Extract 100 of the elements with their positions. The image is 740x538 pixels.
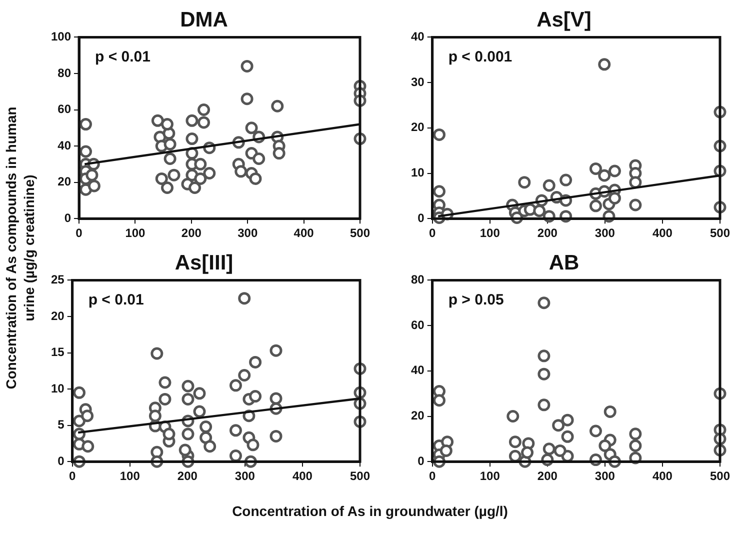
point (86, 168, 98, 182)
y-tick-label: 40 (410, 363, 425, 378)
point (178, 444, 192, 456)
x-tick-label: 200 (181, 226, 202, 240)
point (249, 356, 262, 368)
y-tick-label: 20 (50, 308, 65, 323)
x-tick-label: 400 (652, 226, 673, 240)
point (598, 58, 611, 71)
point (538, 296, 550, 310)
x-tick-label: 0 (76, 226, 83, 240)
point (188, 182, 202, 194)
point (270, 344, 282, 357)
point (629, 198, 642, 212)
chart-title: As[V] (536, 8, 592, 32)
x-tick-label: 100 (120, 469, 140, 484)
point (150, 347, 164, 360)
point (589, 424, 602, 438)
point (533, 204, 546, 218)
point (81, 410, 94, 422)
y-tick-label: 80 (410, 272, 425, 287)
point (542, 179, 556, 192)
point (229, 424, 242, 437)
point (554, 444, 566, 457)
point (161, 118, 174, 131)
point (161, 182, 174, 194)
x-tick-label: 0 (429, 469, 436, 484)
y-tick-label: 20 (410, 408, 425, 423)
point (538, 350, 550, 362)
point (240, 92, 254, 106)
y-tick-label: 15 (50, 345, 65, 360)
y-tick-label: 0 (418, 210, 425, 225)
point (82, 440, 94, 453)
x-tick-label: 500 (710, 226, 730, 240)
x-tick-label: 500 (350, 469, 370, 484)
y-tick-label: 30 (410, 74, 425, 89)
x-tick-label: 100 (480, 469, 500, 484)
point (433, 185, 446, 198)
point (245, 122, 258, 134)
y-tick-label: 20 (58, 174, 72, 189)
point (182, 428, 194, 440)
y-tick-label: 80 (58, 66, 72, 80)
point (608, 164, 621, 178)
point (182, 380, 194, 392)
x-axis-title: Concentration of As in groundwater (µg/l) (231, 503, 509, 519)
point (542, 442, 556, 456)
point (270, 430, 282, 442)
y-axis-title: Concentration of As compounds in human urine (µg/g creatinine) (2, 106, 38, 392)
point (608, 192, 621, 204)
point (168, 168, 180, 182)
x-tick-label: 100 (125, 226, 146, 240)
point (162, 428, 176, 440)
y-tick-label: 60 (410, 318, 425, 332)
point (560, 174, 572, 186)
point (589, 200, 602, 212)
point (518, 176, 531, 189)
y-tick-label: 0 (418, 454, 425, 468)
x-tick-label: 200 (177, 469, 198, 484)
point (433, 394, 446, 407)
point (506, 410, 520, 422)
y-tick-label: 10 (410, 166, 425, 180)
y-tick-label: 0 (58, 454, 65, 468)
point (238, 292, 251, 305)
x-tick-label: 300 (234, 469, 256, 484)
point (629, 428, 642, 440)
point (200, 420, 212, 434)
point (193, 405, 206, 418)
point (538, 398, 550, 412)
point (272, 147, 286, 160)
chart-title: DMA (180, 8, 228, 32)
x-tick-label: 0 (429, 226, 436, 240)
point (194, 172, 207, 185)
y-tick-label: 40 (58, 138, 72, 152)
point (204, 440, 216, 453)
point (203, 167, 216, 180)
point (538, 368, 550, 380)
point (200, 431, 212, 444)
point (155, 172, 168, 185)
y-tick-label: 100 (50, 30, 72, 44)
x-tick-label: 400 (294, 226, 314, 240)
x-tick-label: 100 (480, 226, 500, 240)
point (598, 169, 611, 182)
point (238, 369, 251, 382)
x-tick-label: 400 (652, 469, 673, 484)
x-tick-label: 500 (350, 226, 370, 240)
point (198, 116, 210, 129)
point (88, 180, 100, 192)
point (433, 128, 446, 141)
x-tick-label: 300 (594, 469, 616, 484)
point (234, 165, 248, 178)
annotation: p < 0.001 (448, 48, 512, 66)
y-tick-label: 40 (410, 30, 425, 44)
point (182, 392, 194, 406)
point (158, 376, 172, 389)
point (240, 60, 254, 72)
point (80, 118, 92, 131)
chart-title: AB (548, 251, 580, 274)
point (158, 392, 172, 406)
point (249, 390, 262, 403)
point (561, 430, 574, 443)
x-tick-label: 200 (537, 469, 558, 484)
